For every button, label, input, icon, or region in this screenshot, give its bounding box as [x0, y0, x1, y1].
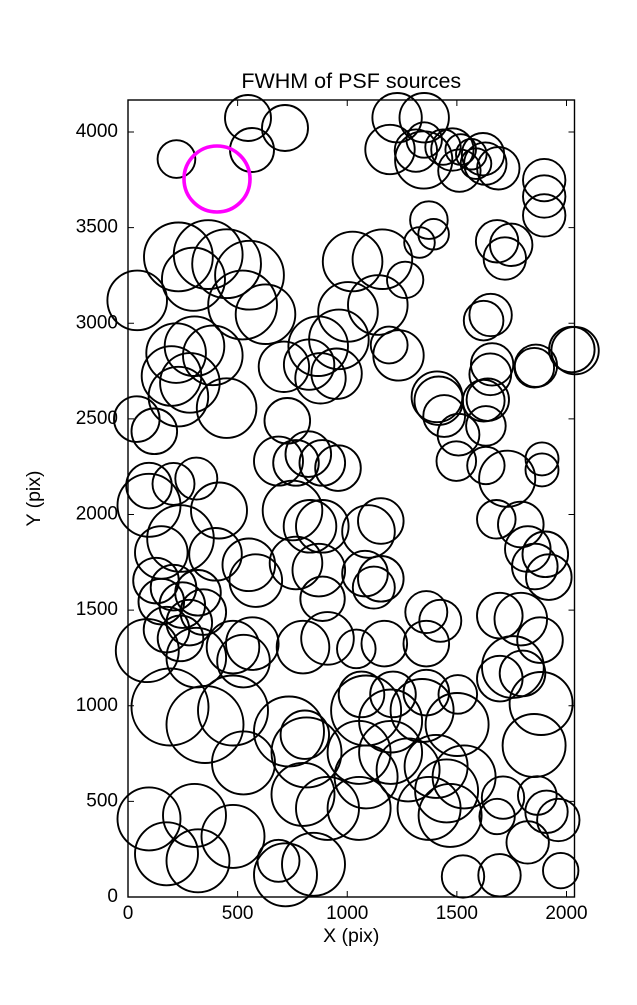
- svg-text:0: 0: [107, 886, 118, 907]
- svg-text:1500: 1500: [436, 903, 478, 924]
- svg-text:2500: 2500: [76, 408, 118, 429]
- svg-text:2000: 2000: [545, 903, 587, 924]
- svg-text:500: 500: [86, 790, 118, 811]
- svg-text:Y (pix): Y (pix): [23, 471, 45, 527]
- svg-text:0: 0: [123, 903, 134, 924]
- svg-text:3000: 3000: [76, 312, 118, 333]
- svg-text:3500: 3500: [76, 217, 118, 238]
- svg-text:FWHM of PSF sources: FWHM of PSF sources: [241, 69, 461, 93]
- svg-text:1000: 1000: [76, 695, 118, 716]
- svg-text:2000: 2000: [76, 504, 118, 525]
- svg-text:X (pix): X (pix): [323, 925, 379, 947]
- svg-text:500: 500: [222, 903, 254, 924]
- svg-text:1000: 1000: [326, 903, 368, 924]
- svg-text:4000: 4000: [76, 121, 118, 142]
- svg-text:1500: 1500: [76, 599, 118, 620]
